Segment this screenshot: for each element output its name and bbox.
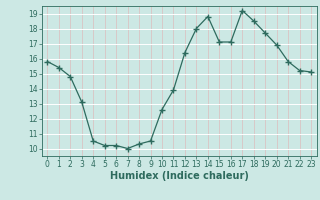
X-axis label: Humidex (Indice chaleur): Humidex (Indice chaleur) xyxy=(110,171,249,181)
